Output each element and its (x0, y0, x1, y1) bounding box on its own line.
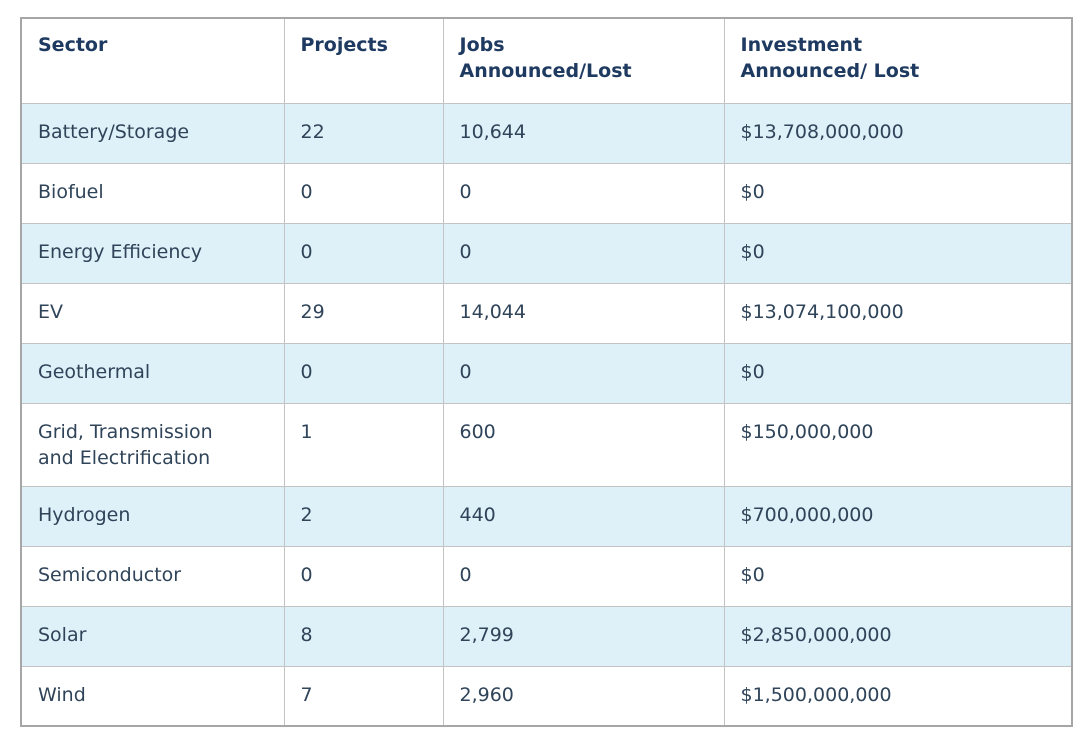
cell-sector: Solar (20, 605, 285, 667)
cell-jobs: 2,960 (442, 665, 725, 727)
table-row: Grid, Transmission and Electrification 1… (20, 402, 1073, 487)
column-header-projects: Projects (283, 17, 444, 104)
cell-jobs: 440 (442, 485, 725, 547)
cell-projects: 8 (283, 605, 444, 667)
cell-jobs: 2,799 (442, 605, 725, 667)
cell-projects: 0 (283, 342, 444, 404)
table-row: Biofuel 0 0 $0 (20, 162, 1073, 224)
cell-sector: Geothermal (20, 342, 285, 404)
cell-investment: $0 (723, 162, 1073, 224)
cell-investment: $13,708,000,000 (723, 102, 1073, 164)
table-row: Battery/Storage 22 10,644 $13,708,000,00… (20, 102, 1073, 164)
cell-sector: Hydrogen (20, 485, 285, 547)
cell-sector: Biofuel (20, 162, 285, 224)
cell-projects: 7 (283, 665, 444, 727)
sector-investment-table: Sector Projects Jobs Announced/Lost Inve… (20, 17, 1073, 727)
cell-investment: $1,500,000,000 (723, 665, 1073, 727)
cell-sector: Battery/Storage (20, 102, 285, 164)
cell-jobs: 0 (442, 545, 725, 607)
table-row: Hydrogen 2 440 $700,000,000 (20, 485, 1073, 547)
cell-investment: $700,000,000 (723, 485, 1073, 547)
table-body: Battery/Storage 22 10,644 $13,708,000,00… (20, 102, 1073, 727)
header-row: Sector Projects Jobs Announced/Lost Inve… (20, 17, 1073, 104)
cell-jobs: 600 (442, 402, 725, 487)
table-row: Semiconductor 0 0 $0 (20, 545, 1073, 607)
cell-jobs: 14,044 (442, 282, 725, 344)
cell-jobs: 0 (442, 342, 725, 404)
cell-projects: 2 (283, 485, 444, 547)
cell-sector: Energy Efficiency (20, 222, 285, 284)
sector-investment-table-container: Sector Projects Jobs Announced/Lost Inve… (20, 17, 1073, 727)
cell-jobs: 10,644 (442, 102, 725, 164)
cell-projects: 29 (283, 282, 444, 344)
cell-projects: 0 (283, 222, 444, 284)
column-header-investment: Investment Announced/ Lost (723, 17, 1073, 104)
cell-investment: $150,000,000 (723, 402, 1073, 487)
cell-jobs: 0 (442, 222, 725, 284)
cell-sector: EV (20, 282, 285, 344)
column-header-sector: Sector (20, 17, 285, 104)
cell-projects: 0 (283, 545, 444, 607)
cell-sector: Wind (20, 665, 285, 727)
cell-investment: $13,074,100,000 (723, 282, 1073, 344)
table-row: Wind 7 2,960 $1,500,000,000 (20, 665, 1073, 727)
cell-projects: 1 (283, 402, 444, 487)
cell-jobs: 0 (442, 162, 725, 224)
table-row: Solar 8 2,799 $2,850,000,000 (20, 605, 1073, 667)
cell-projects: 22 (283, 102, 444, 164)
cell-investment: $2,850,000,000 (723, 605, 1073, 667)
cell-projects: 0 (283, 162, 444, 224)
table-row: Energy Efficiency 0 0 $0 (20, 222, 1073, 284)
cell-investment: $0 (723, 545, 1073, 607)
cell-sector: Semiconductor (20, 545, 285, 607)
column-header-jobs: Jobs Announced/Lost (442, 17, 725, 104)
cell-sector: Grid, Transmission and Electrification (20, 402, 285, 487)
table-row: Geothermal 0 0 $0 (20, 342, 1073, 404)
cell-investment: $0 (723, 342, 1073, 404)
cell-investment: $0 (723, 222, 1073, 284)
table-row: EV 29 14,044 $13,074,100,000 (20, 282, 1073, 344)
